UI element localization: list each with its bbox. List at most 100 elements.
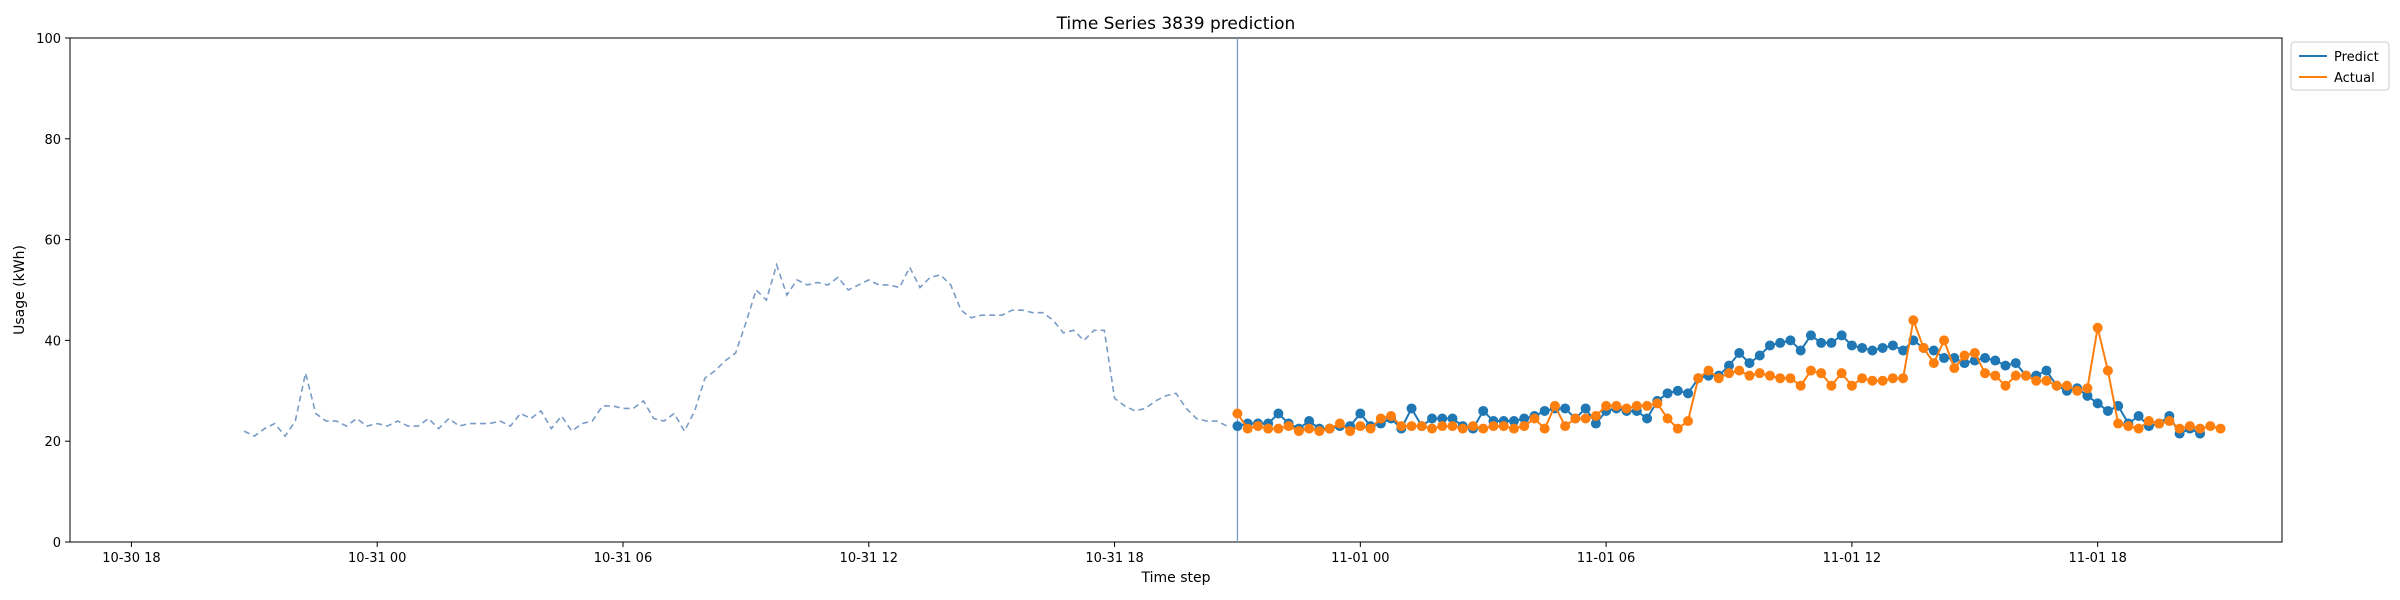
predict-point xyxy=(1836,330,1847,341)
actual-point xyxy=(1631,400,1642,411)
predict-point xyxy=(1672,385,1683,396)
actual-point xyxy=(1898,373,1909,384)
actual-point xyxy=(1375,413,1386,424)
actual-point xyxy=(1621,403,1632,414)
predict-point xyxy=(2000,360,2011,371)
actual-point xyxy=(1734,365,1745,376)
actual-point xyxy=(1928,358,1939,369)
actual-point xyxy=(1467,421,1478,432)
actual-point xyxy=(2092,322,2103,333)
actual-point xyxy=(1437,421,1448,432)
legend-label-actual: Actual xyxy=(2334,71,2375,86)
x-tick-label: 11-01 06 xyxy=(1577,551,1635,566)
actual-point xyxy=(2184,421,2195,432)
actual-point xyxy=(1672,423,1683,434)
actual-point xyxy=(1590,411,1601,421)
actual-point xyxy=(1754,368,1765,379)
x-tick-label: 11-01 00 xyxy=(1331,551,1389,566)
predict-point xyxy=(1590,418,1601,429)
actual-point xyxy=(1857,373,1868,384)
actual-point xyxy=(1867,375,1878,386)
actual-point xyxy=(1508,423,1519,434)
history-line xyxy=(243,262,1228,438)
actual-point xyxy=(1293,426,1304,437)
predict-point xyxy=(1775,337,1786,348)
predict-point xyxy=(1744,358,1755,369)
predict-point xyxy=(2010,358,2021,369)
predict-point xyxy=(1437,413,1448,424)
predict-point xyxy=(1959,358,1970,369)
chart-title: Time Series 3839 prediction xyxy=(1056,14,1296,34)
actual-point xyxy=(2072,385,2083,396)
actual-point xyxy=(1488,421,1499,432)
actual-point xyxy=(1744,370,1755,381)
actual-point xyxy=(1498,421,1509,432)
y-tick-label: 100 xyxy=(36,32,61,47)
predict-point xyxy=(1877,342,1888,353)
actual-point xyxy=(2041,375,2052,386)
actual-point xyxy=(1560,421,1571,432)
plot-area: 0 20 40 60 80 100 10-30 18 10-31 00 10-31 06 10-3… xyxy=(36,32,2283,566)
actual-point xyxy=(1887,373,1898,384)
actual-point xyxy=(2215,423,2226,434)
predict-point xyxy=(1519,413,1530,424)
predict-point xyxy=(2133,411,2144,421)
actual-point xyxy=(2051,380,2062,391)
predict-point xyxy=(1560,403,1571,414)
actual-point xyxy=(2154,418,2165,429)
actual-point xyxy=(1601,400,1612,411)
actual-point xyxy=(2082,383,2093,394)
x-tick-label: 11-01 12 xyxy=(1823,551,1881,566)
actual-point xyxy=(1969,348,1980,358)
x-tick-label: 10-31 06 xyxy=(594,551,652,566)
legend-label-predict: Predict xyxy=(2334,50,2379,65)
predict-point xyxy=(2082,390,2093,401)
actual-point xyxy=(2010,370,2021,381)
actual-point xyxy=(1314,426,1325,437)
predict-point xyxy=(1898,345,1909,356)
y-tick-label: 80 xyxy=(44,133,61,148)
predict-point xyxy=(1724,360,1734,371)
actual-point xyxy=(1703,365,1714,376)
predict-point xyxy=(1355,408,1366,419)
predict-point xyxy=(1764,340,1775,351)
actual-point xyxy=(2143,416,2154,427)
actual-point xyxy=(1683,416,1694,427)
actual-point xyxy=(2164,416,2175,427)
predict-point xyxy=(1754,350,1765,361)
actual-point xyxy=(1549,400,1560,411)
actual-point xyxy=(1324,423,1335,434)
y-tick-label: 40 xyxy=(44,334,61,349)
actual-point xyxy=(2031,375,2042,386)
actual-point xyxy=(2000,380,2011,391)
actual-point xyxy=(1252,421,1263,432)
actual-point xyxy=(1805,365,1816,376)
y-tick-label: 20 xyxy=(44,435,61,450)
actual-point xyxy=(1949,363,1960,374)
x-tick-label: 10-31 18 xyxy=(1085,551,1143,566)
actual-point xyxy=(1877,375,1888,386)
predict-point xyxy=(1939,353,1950,364)
predict-point xyxy=(1980,353,1991,364)
y-axis-label: Usage (kWh) xyxy=(12,245,28,335)
actual-point xyxy=(1570,413,1581,424)
actual-point xyxy=(1263,423,1274,434)
actual-point xyxy=(1355,421,1366,432)
predict-point xyxy=(1232,421,1243,432)
actual-point xyxy=(2205,421,2216,432)
actual-point xyxy=(1232,408,1243,419)
predict-point xyxy=(1304,416,1315,427)
predict-point xyxy=(1539,405,1550,416)
actual-point xyxy=(1529,413,1540,424)
actual-point xyxy=(2133,423,2144,434)
predict-point xyxy=(1857,342,1868,353)
actual-point xyxy=(1345,426,1356,437)
x-tick-label: 10-30 18 xyxy=(102,551,160,566)
actual-point xyxy=(1242,423,1253,434)
predict-point xyxy=(1273,408,1284,419)
actual-point xyxy=(1693,373,1704,384)
actual-point xyxy=(1478,423,1489,434)
actual-point xyxy=(1724,368,1734,379)
actual-point xyxy=(1304,423,1315,434)
